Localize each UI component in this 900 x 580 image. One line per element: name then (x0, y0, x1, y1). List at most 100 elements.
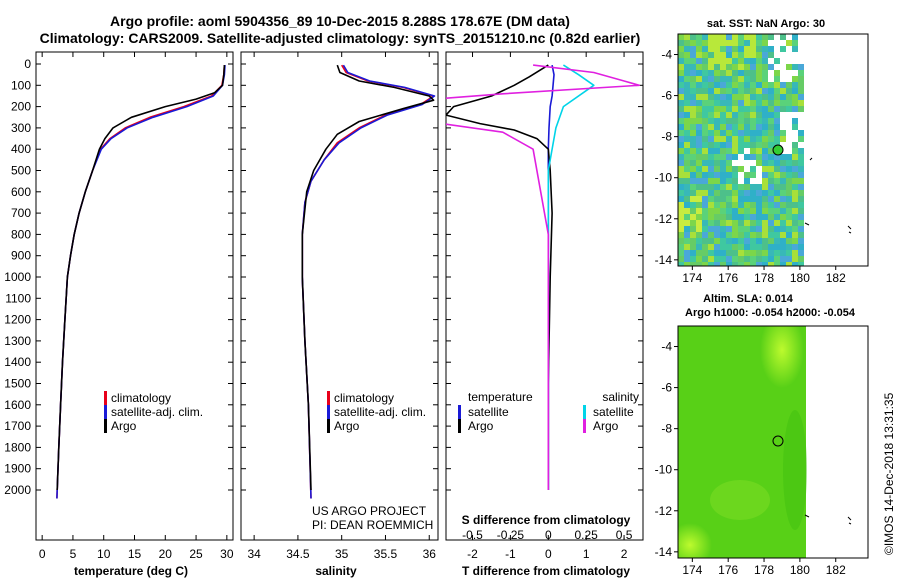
sst-cell (780, 82, 786, 88)
sst-cell (750, 208, 756, 214)
sst-cell (708, 124, 714, 130)
sst-cell (714, 250, 720, 256)
sst-cell (738, 46, 744, 52)
salinity-curves (301, 64, 436, 499)
sst-cell (744, 238, 750, 244)
sst-cell (786, 94, 792, 100)
lat-tick-label: -6 (661, 381, 672, 395)
sst-cell (714, 118, 720, 124)
sst-cell (768, 124, 774, 130)
sst-cell (732, 94, 738, 100)
legend-swatch-argo (104, 419, 107, 433)
sst-cell (726, 214, 732, 220)
x-tick-label: 35 (335, 547, 349, 561)
sst-cell (738, 256, 744, 262)
sst-cell (780, 190, 786, 196)
salinity-panel-frame (240, 51, 439, 541)
sst-cell (798, 250, 804, 256)
sst-cell (726, 256, 732, 262)
sst-cell (708, 196, 714, 202)
sst-cell (720, 220, 726, 226)
sst-cell (696, 214, 702, 220)
sst-cell (732, 238, 738, 244)
sst-cell (714, 262, 720, 266)
sst-cell (738, 244, 744, 250)
sst-cell (708, 136, 714, 142)
sst-cell (756, 142, 762, 148)
legend-sal-argo: Argo (593, 419, 619, 433)
sst-cell (684, 256, 690, 262)
sst-cell (726, 226, 732, 232)
sst-cell (678, 142, 684, 148)
sst-cell (702, 166, 708, 172)
sst-cell (798, 76, 804, 82)
sst-cell (690, 94, 696, 100)
sst-cell (738, 112, 744, 118)
sst-cell (798, 220, 804, 226)
sst-cell (732, 196, 738, 202)
sst-cell (780, 262, 786, 266)
sst-cell (738, 142, 744, 148)
sst-cell (786, 250, 792, 256)
sst-cell (780, 202, 786, 208)
sst-cell (732, 166, 738, 172)
sst-cell (684, 40, 690, 46)
sst-cell (678, 178, 684, 184)
sst-cell (756, 208, 762, 214)
sst-cell (708, 250, 714, 256)
lat-tick-label: -10 (655, 463, 673, 477)
sst-cell (708, 52, 714, 58)
sst-cell (756, 58, 762, 64)
sst-cell (762, 76, 768, 82)
sst-cell (774, 94, 780, 100)
sst-cell (720, 202, 726, 208)
sst-cell (714, 208, 720, 214)
sst-cell (768, 130, 774, 136)
sst-cell (798, 154, 804, 160)
sst-cell (780, 232, 786, 238)
sst-cell (798, 214, 804, 220)
sst-cell (702, 70, 708, 76)
sst-cell (738, 214, 744, 220)
sst-cell (708, 160, 714, 166)
sst-cell (768, 226, 774, 232)
sst-cell (696, 94, 702, 100)
sst-cell (738, 166, 744, 172)
sst-cell (690, 244, 696, 250)
sst-cell (780, 172, 786, 178)
sst-cell (708, 34, 714, 40)
sst-cell (708, 190, 714, 196)
sst-cell (750, 256, 756, 262)
series-temperature-satellite (547, 64, 555, 490)
sst-cell (762, 178, 768, 184)
sst-cell (708, 202, 714, 208)
sst-cell (684, 64, 690, 70)
sst-cell (780, 238, 786, 244)
sst-cell (732, 262, 738, 266)
sst-cell (750, 106, 756, 112)
sst-map-axes: -4 -6 -8 -10 -12 -14 174 176 178 180 182 (655, 48, 846, 285)
sst-cell (750, 130, 756, 136)
sst-cell (732, 46, 738, 52)
sst-cell (732, 82, 738, 88)
difference-panel-frame (445, 51, 644, 541)
sst-cell (714, 178, 720, 184)
sst-cell (738, 250, 744, 256)
sst-cell (720, 70, 726, 76)
sst-cell (756, 214, 762, 220)
sst-cell (732, 106, 738, 112)
sst-cell (792, 256, 798, 262)
sst-cell (714, 136, 720, 142)
sst-cell (702, 232, 708, 238)
sst-cell (732, 100, 738, 106)
sst-cell (762, 220, 768, 226)
sst-cell (756, 238, 762, 244)
sst-cell (744, 76, 750, 82)
sst-cell (690, 88, 696, 94)
sst-cell (762, 208, 768, 214)
sst-cell (696, 106, 702, 112)
sst-cell (768, 214, 774, 220)
sst-cell (786, 160, 792, 166)
x-tick-label: 15 (128, 547, 142, 561)
